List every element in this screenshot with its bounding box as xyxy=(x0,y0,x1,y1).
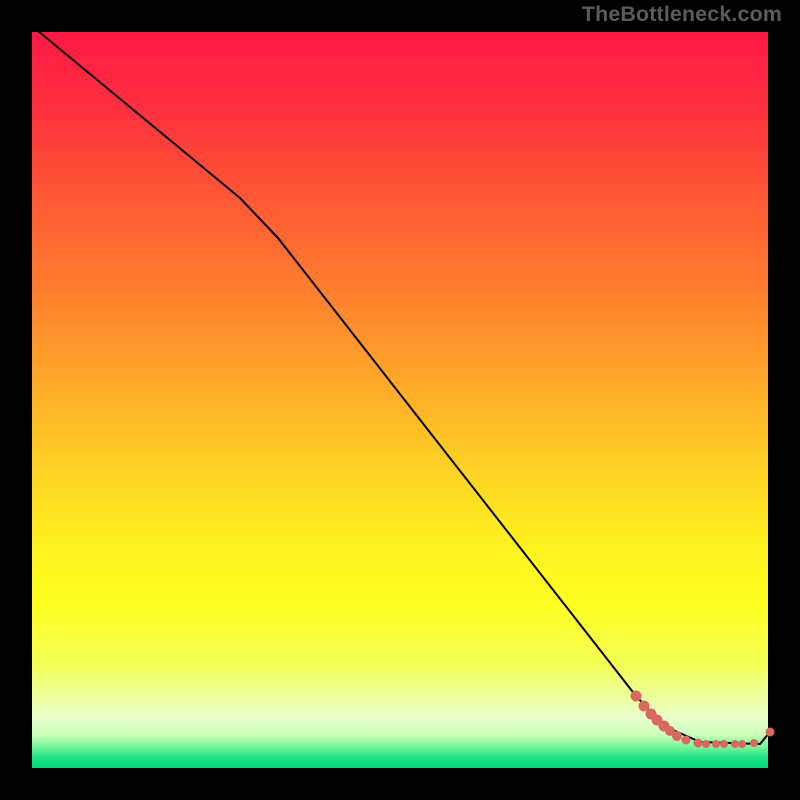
data-point xyxy=(713,741,720,748)
data-point xyxy=(694,739,702,747)
data-point xyxy=(682,736,690,744)
data-point xyxy=(631,691,641,701)
data-point xyxy=(751,740,758,747)
attribution-label: TheBottleneck.com xyxy=(582,2,782,27)
chart-stage: TheBottleneck.com xyxy=(0,0,800,800)
plot-area xyxy=(32,32,768,768)
data-point xyxy=(732,741,739,748)
data-point xyxy=(766,728,774,736)
bottleneck-chart xyxy=(0,0,800,800)
data-point xyxy=(673,732,682,741)
data-point xyxy=(703,741,710,748)
data-point xyxy=(639,701,649,711)
data-point xyxy=(721,741,728,748)
data-point xyxy=(739,741,746,748)
